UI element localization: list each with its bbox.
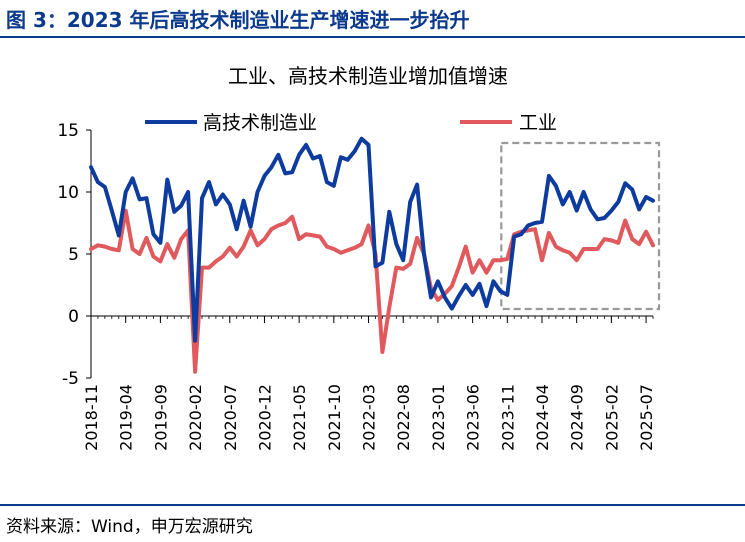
x-tick-label: 2020-02 (186, 384, 205, 451)
x-tick-label: 2022-08 (394, 384, 413, 451)
chart-title: 工业、高技术制造业增加值增速 (228, 64, 508, 88)
x-tick-label: 2019-09 (151, 384, 170, 451)
y-tick-label: 0 (68, 307, 79, 327)
x-tick-label: 2018-11 (82, 384, 101, 451)
x-tick-label: 2023-06 (464, 384, 483, 451)
x-tick-label: 2025-02 (602, 384, 621, 451)
x-tick-label: 2025-07 (637, 384, 656, 451)
x-tick-label: 2021-10 (325, 384, 344, 451)
x-tick-label: 2022-03 (360, 384, 379, 451)
series-layer (89, 136, 655, 374)
legend-label-high-tech: 高技术制造业 (203, 112, 317, 134)
x-tick-label: 2023-01 (429, 384, 448, 451)
x-tick-label: 2024-04 (533, 384, 552, 451)
y-tick-label: 15 (57, 121, 79, 141)
source-note: 资料来源：Wind，申万宏源研究 (6, 517, 253, 537)
axes: -5 0 5 10 15 2018-11 2019-04 2019-09 2020-02 2020… (57, 121, 656, 451)
series-line-high-tech (89, 136, 655, 343)
y-tick-label: 10 (57, 183, 79, 203)
x-tick-label: 2020-12 (255, 384, 274, 451)
figure-title: 图 3：2023 年后高技术制造业生产增速进一步抬升 (6, 8, 470, 32)
legend-label-industry: 工业 (519, 112, 557, 134)
bottom-rule (0, 504, 745, 506)
x-tick-label: 2020-07 (221, 384, 240, 451)
top-rule (0, 36, 745, 38)
y-tick-label: -5 (62, 369, 79, 389)
x-tick-label: 2024-09 (568, 384, 587, 451)
line-chart: 工业、高技术制造业增加值增速 高技术制造业 工业 -5 0 5 10 15 2018-11 2… (57, 64, 661, 451)
highlight-box-layer (500, 141, 661, 311)
highlight-box (500, 141, 661, 311)
x-tick-label: 2021-05 (290, 384, 309, 451)
x-tick-label: 2019-04 (117, 384, 136, 451)
legend: 高技术制造业 工业 (145, 112, 557, 134)
x-tick-label: 2023-11 (498, 384, 517, 451)
y-tick-label: 5 (68, 245, 79, 265)
